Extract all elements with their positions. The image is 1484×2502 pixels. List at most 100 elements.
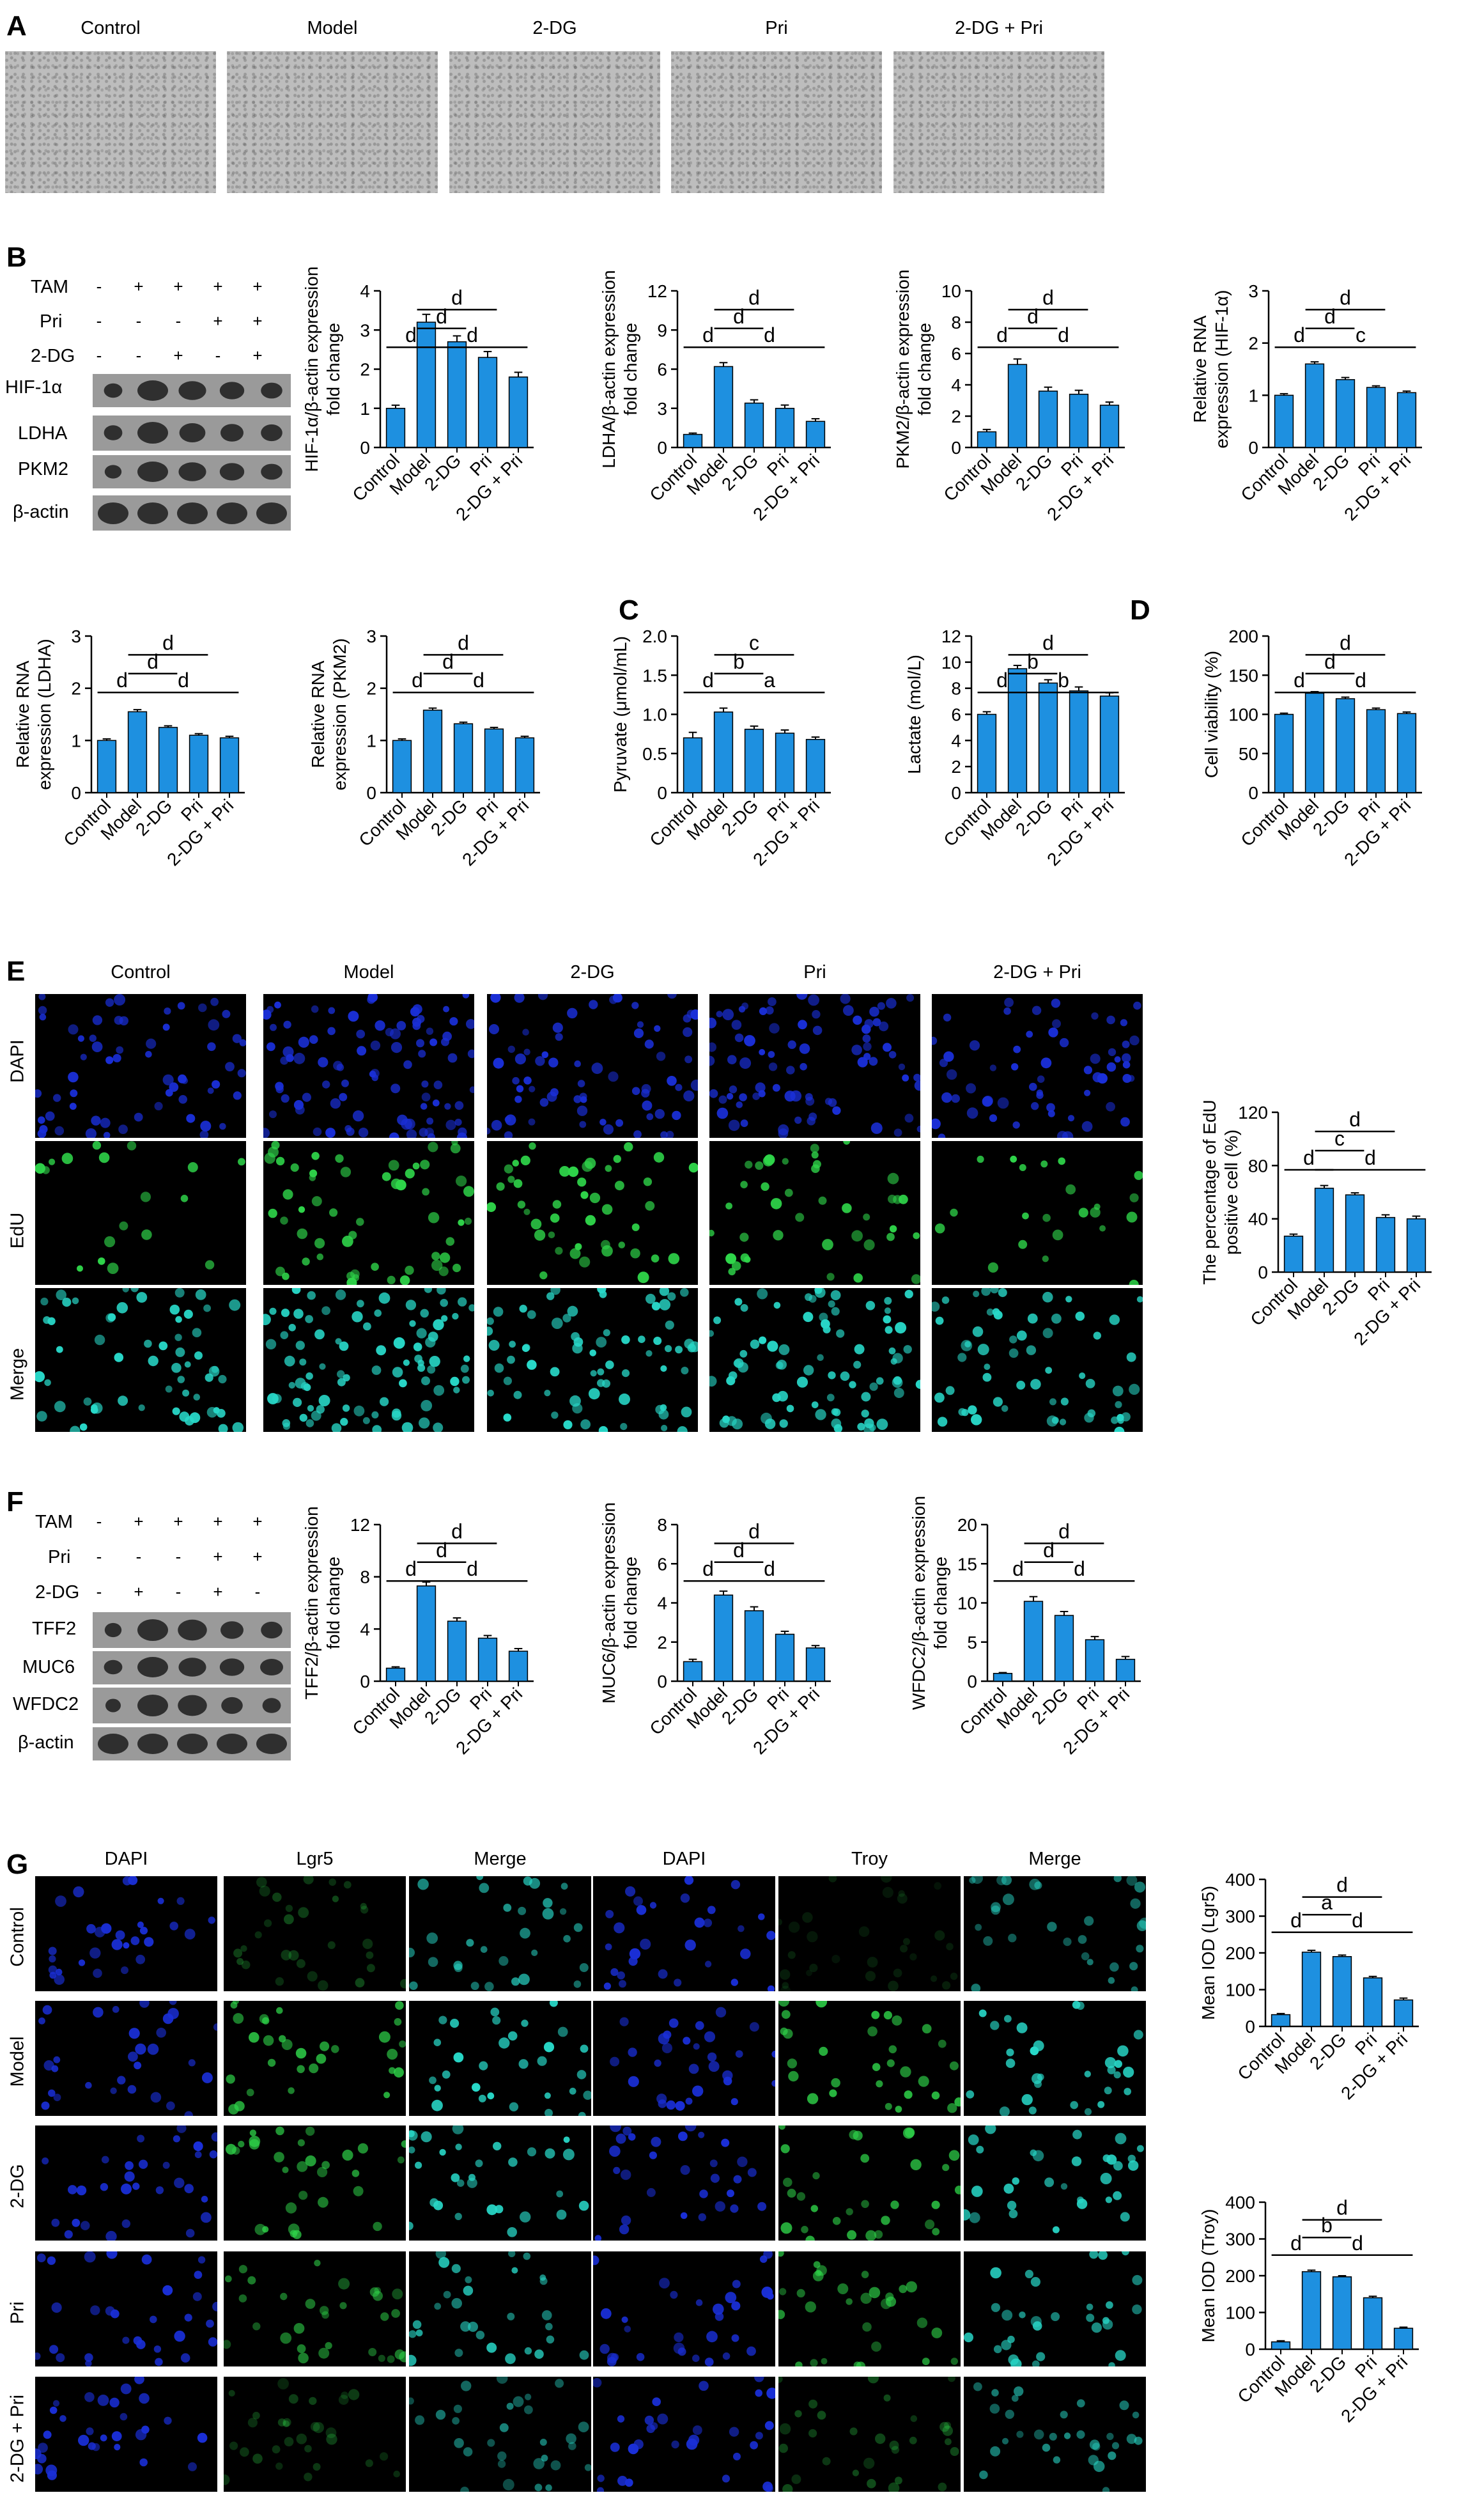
cell-nucleus [1078,1208,1088,1218]
cell-nucleus [409,2221,414,2230]
cell-nucleus [643,1177,653,1186]
cell-nucleus [722,2352,730,2360]
cell-nucleus [971,1984,981,1991]
cell-nucleus [527,1360,537,1370]
cell-nucleus [747,2168,757,2177]
cell-nucleus [550,1367,560,1377]
cell-nucleus [1115,1401,1122,1408]
cell-nucleus [282,1422,290,1430]
cell-nucleus [469,1086,474,1093]
cell-nucleus [663,2030,672,2039]
cell-nucleus [43,2430,52,2439]
cell-nucleus [600,2308,612,2319]
cell-nucleus [818,1196,827,1205]
y-tick-label: 1.5 [642,665,667,685]
bar-2-dg [744,1610,764,1682]
cell-nucleus [795,2361,803,2366]
cell-nucleus [1126,2434,1137,2444]
cell-nucleus [1119,2400,1129,2411]
significance-label: d [442,650,454,673]
cell-nucleus [264,1919,272,1927]
cell-nucleus [494,1363,504,1373]
cell-nucleus [779,1419,788,1428]
cell-nucleus [68,1071,79,1083]
cell-nucleus [157,1897,164,1904]
edu-image-edu-3 [709,1141,920,1285]
lgr5-troy-image-0-1 [224,1876,406,1991]
cell-nucleus [376,1345,387,1356]
cell-nucleus [625,1886,636,1897]
cell-nucleus [281,1309,290,1317]
cell-nucleus [1009,1348,1019,1358]
cell-nucleus [356,1029,366,1039]
bar-model [713,366,734,448]
cell-nucleus [759,1336,767,1344]
bar-control [1271,2341,1291,2350]
cell-nucleus [177,1002,185,1010]
cell-nucleus [320,2041,330,2051]
cell-nucleus [794,2410,802,2418]
cell-nucleus [568,1166,579,1177]
cell-nucleus [118,1395,128,1406]
cell-nucleus [733,2175,742,2184]
cell-nucleus [1042,1255,1049,1263]
cell-nucleus [282,1189,293,1200]
cell-nucleus [165,1385,173,1393]
bar-2-dg [158,727,178,793]
cell-nucleus [869,1006,879,1017]
cell-nucleus [103,1131,111,1138]
bar-model [127,711,148,793]
cell-nucleus [35,2464,43,2475]
cell-nucleus [499,2423,509,2432]
cell-nucleus [695,2021,704,2030]
cell-nucleus [755,2432,763,2440]
cell-nucleus [504,1116,511,1123]
wb-f-row-2dg-label: 2-DG [35,1582,80,1603]
y-axis-label: Relative RNA expression (PKM2) [308,638,350,790]
cell-nucleus [394,2018,402,2026]
cell-nucleus [49,1971,57,1979]
blot-mark: + [173,346,183,365]
cell-nucleus [971,1414,982,1426]
cell-nucleus [452,2417,460,2425]
cell-nucleus [831,1307,840,1316]
cell-nucleus [523,1208,530,1215]
cell-nucleus [412,1022,421,1030]
cell-nucleus [1097,2101,1105,2108]
cell-nucleus [247,2418,258,2428]
y-axis-label: Mean IOD (Troy) [1198,2209,1218,2343]
cell-nucleus [321,2161,330,2170]
significance-label: d [748,286,760,309]
cell-nucleus [1047,1110,1055,1117]
y-axis-label-line: fold change [323,323,343,416]
cell-nucleus [38,1116,45,1124]
cell-nucleus [419,1417,430,1429]
blot-mark: + [213,311,223,330]
y-axis-label-line: LDHA/β-actin expression [599,270,619,468]
cell-nucleus [945,2438,952,2446]
cell-nucleus [778,1918,782,1926]
significance-label: d [436,1539,447,1562]
cell-nucleus [882,1886,893,1898]
cell-nucleus [409,1981,418,1990]
cell-nucleus [479,1883,490,1893]
bar-pri [775,1633,795,1682]
edu-image-merge-0-cells [35,1288,244,1432]
cell-nucleus [272,1892,282,1902]
cell-nucleus [70,1426,81,1432]
lgr5-troy-image-2-0 [35,2125,217,2241]
cell-nucleus [166,2101,175,2111]
cell-nucleus [298,2352,309,2364]
cell-nucleus [650,2422,658,2430]
cell-nucleus [886,2059,895,2067]
cell-nucleus [772,1393,781,1403]
cell-nucleus [1102,2154,1111,2163]
cell-nucleus [784,1188,793,1197]
lgr5-troy-image-2-2-cells [409,2125,589,2237]
cell-nucleus [342,1236,353,1247]
cell-nucleus [1016,1380,1026,1390]
cell-nucleus [694,1917,705,1928]
cell-nucleus [85,1128,97,1138]
blot-band [177,1734,208,1754]
